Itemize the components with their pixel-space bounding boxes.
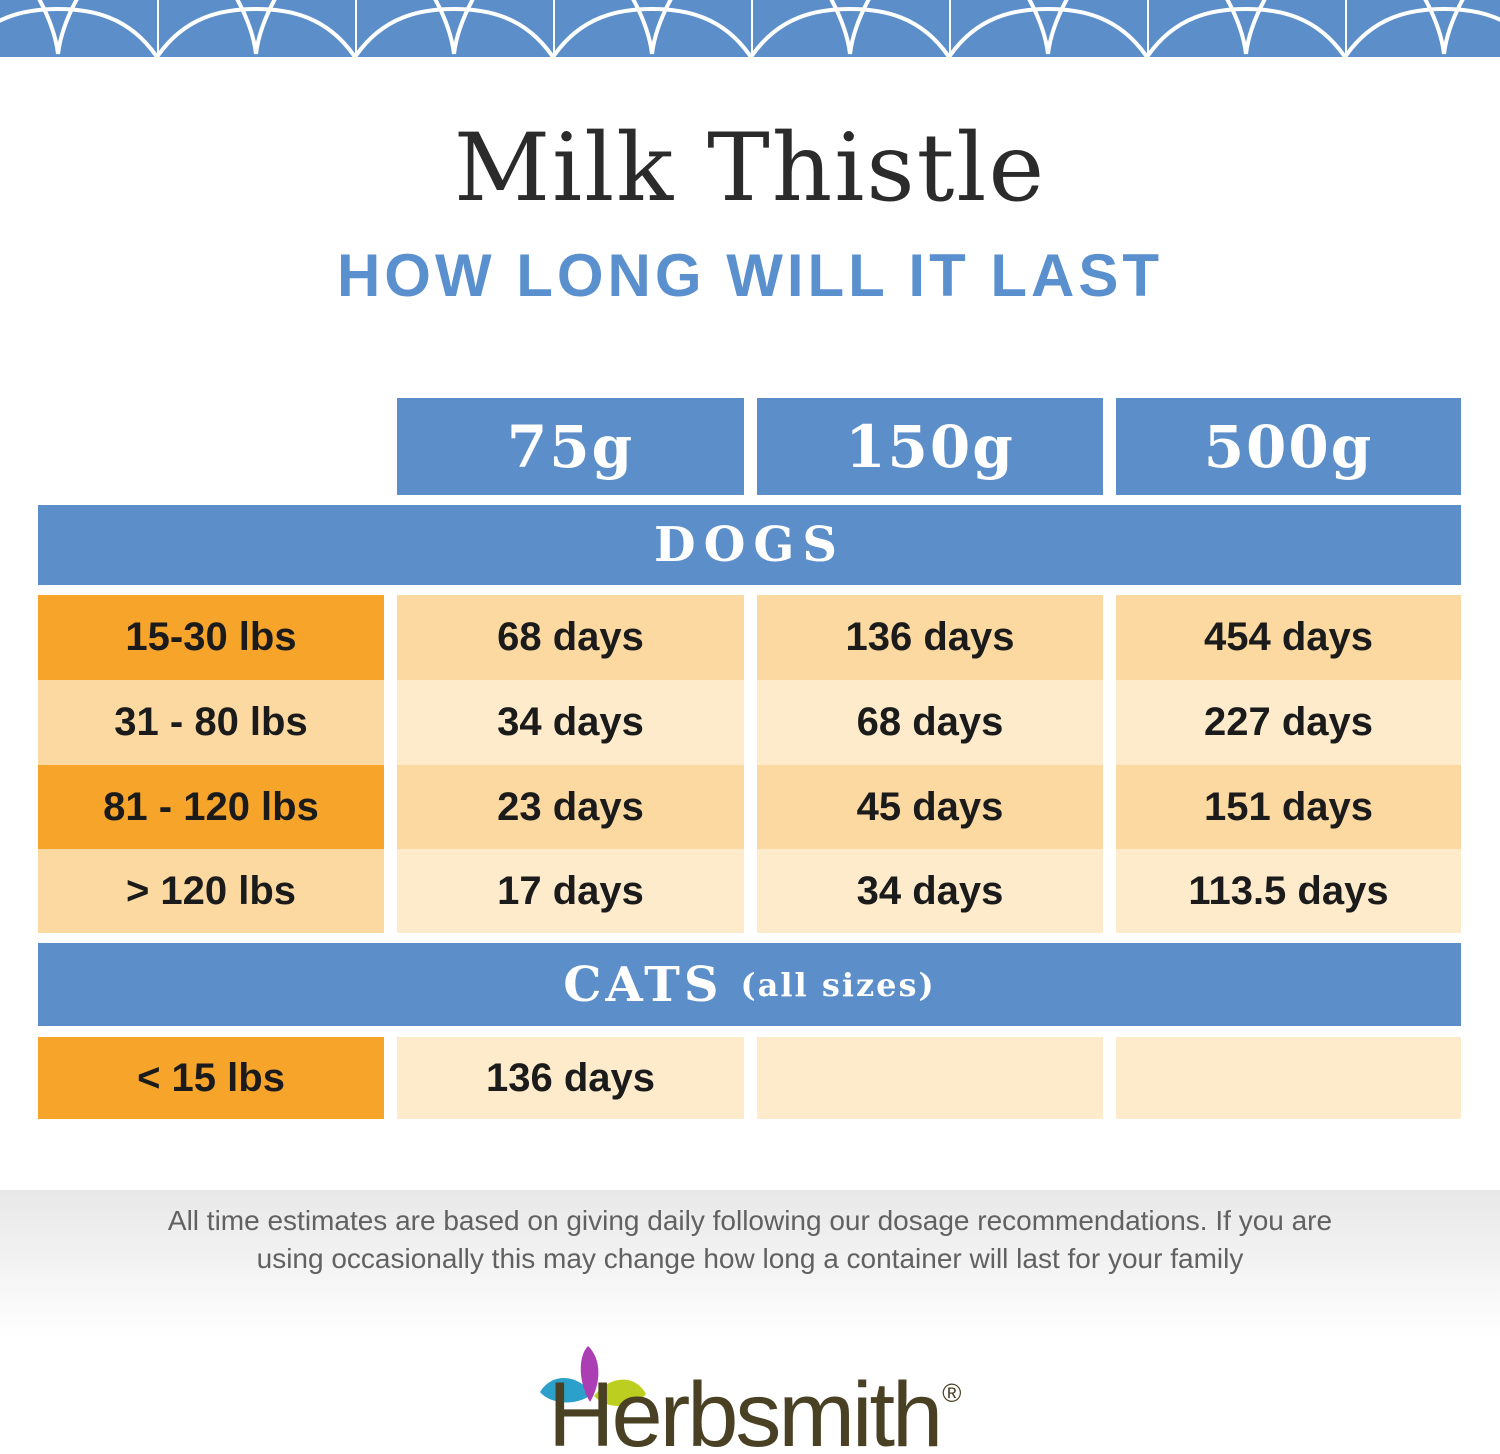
- cats-section-note: (all sizes): [740, 965, 936, 1004]
- days-cell: [1116, 1037, 1461, 1119]
- days-cell: 454 days: [1116, 595, 1461, 680]
- dogs-table-rows: 15-30 lbs 68 days 136 days 454 days 31 -…: [38, 595, 1461, 933]
- days-cell: 17 days: [397, 849, 744, 933]
- cats-table-rows: < 15 lbs 136 days: [38, 1037, 1461, 1119]
- weight-cell: 31 - 80 lbs: [38, 680, 384, 765]
- size-header-75g: 75g: [397, 398, 744, 495]
- dosage-note-line2: using occasionally this may change how l…: [256, 1243, 1244, 1274]
- days-cell: 136 days: [757, 595, 1103, 680]
- weight-cell: < 15 lbs: [38, 1037, 384, 1119]
- days-cell: 68 days: [397, 595, 744, 680]
- days-cell: [757, 1037, 1103, 1119]
- page-subtitle: HOW LONG WILL IT LAST: [336, 242, 1164, 309]
- size-header-500g: 500g: [1116, 398, 1461, 495]
- days-cell: 34 days: [757, 849, 1103, 933]
- dogs-section-header: DOGS: [38, 505, 1461, 585]
- size-header-150g: 150g: [757, 398, 1103, 495]
- cats-section-header: CATS (all sizes): [38, 943, 1461, 1026]
- weight-cell: > 120 lbs: [38, 849, 384, 933]
- days-cell: 151 days: [1116, 765, 1461, 849]
- days-cell: 227 days: [1116, 680, 1461, 765]
- days-cell: 136 days: [397, 1037, 744, 1119]
- dosage-note: All time estimates are based on giving d…: [0, 1202, 1500, 1278]
- days-cell: 34 days: [397, 680, 744, 765]
- days-cell: 113.5 days: [1116, 849, 1461, 933]
- brand-wordmark: Herbsmith®: [548, 1369, 962, 1454]
- brand-name: Herbsmith: [548, 1364, 943, 1454]
- size-header-row: 75g 150g 500g: [38, 398, 1461, 495]
- days-cell: 23 days: [397, 765, 744, 849]
- size-header-spacer: [38, 398, 384, 495]
- dosage-note-line1: All time estimates are based on giving d…: [167, 1205, 1333, 1236]
- days-cell: 68 days: [757, 680, 1103, 765]
- cats-section-label: CATS: [563, 956, 723, 1013]
- weight-cell: 81 - 120 lbs: [38, 765, 384, 849]
- dogs-section-label: DOGS: [653, 517, 846, 573]
- page-title: Milk Thistle: [453, 114, 1047, 223]
- decorative-scallop-band: [0, 0, 1500, 57]
- weight-cell: 15-30 lbs: [38, 595, 384, 680]
- registered-trademark-symbol: ®: [942, 1378, 962, 1408]
- footer-gradient-band: [0, 1190, 1500, 1338]
- scallop-pattern-graphic: [0, 0, 1500, 57]
- herbsmith-flower-icon: [540, 1346, 646, 1406]
- herbsmith-logo: Herbsmith®: [540, 1336, 970, 1454]
- days-cell: 45 days: [757, 765, 1103, 849]
